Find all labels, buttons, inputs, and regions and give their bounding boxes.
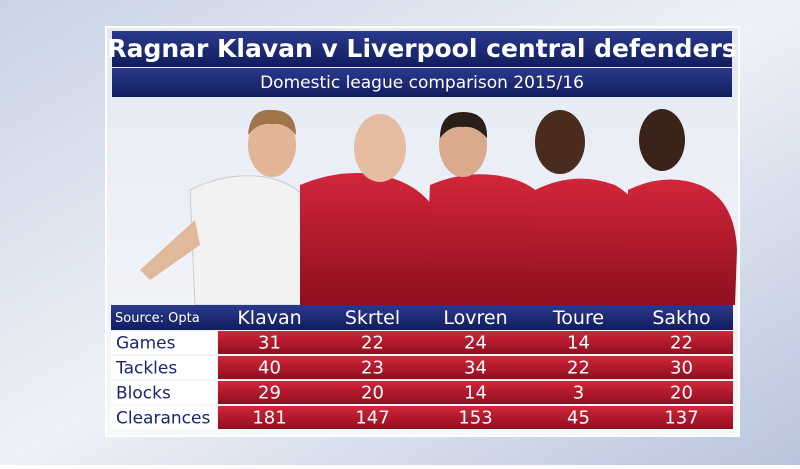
title: Ragnar Klavan v Liverpool central defend… (107, 34, 736, 63)
player-photo (140, 109, 331, 306)
stats-table: Source: Opta Klavan Skrtel Lovren Toure Sakho… (111, 305, 733, 429)
column-header: Klavan (237, 307, 301, 329)
cell-value: 22 (567, 358, 590, 379)
cell-value: 20 (361, 383, 384, 404)
column-header: Lovren (443, 307, 507, 329)
row-value-band (218, 356, 733, 379)
row-label: Tackles (115, 359, 177, 379)
player-photo (300, 114, 445, 305)
player-photo (625, 109, 737, 305)
cell-value: 181 (252, 408, 286, 429)
row-label-cell (111, 381, 217, 404)
cell-value: 3 (573, 383, 584, 404)
player-photos (140, 109, 737, 306)
row-value-band (218, 331, 733, 354)
cell-value: 14 (567, 333, 590, 354)
cell-value: 40 (258, 358, 281, 379)
row-label: Games (116, 334, 176, 354)
subtitle-bar (112, 68, 732, 97)
cell-value: 29 (258, 383, 281, 404)
player-photo (530, 110, 655, 305)
subtitle: Domestic league comparison 2015/16 (260, 73, 584, 93)
cell-value: 24 (464, 333, 487, 354)
cell-value: 137 (664, 408, 698, 429)
cell-value: 22 (361, 333, 384, 354)
row-label-cell (111, 356, 217, 379)
header-row (111, 305, 733, 330)
column-header: Toure (552, 307, 604, 329)
cell-value: 23 (361, 358, 384, 379)
cell-value: 22 (670, 333, 693, 354)
cell-value: 153 (458, 408, 492, 429)
source: Source: Opta (115, 311, 200, 326)
row-label: Blocks (116, 384, 171, 404)
cell-value: 31 (258, 333, 281, 354)
cell-value: 14 (464, 383, 487, 404)
row-label-cell (111, 331, 217, 354)
column-header: Skrtel (345, 307, 400, 329)
cell-value: 45 (567, 408, 590, 429)
row-label-cell (111, 406, 217, 429)
cell-value: 147 (355, 408, 389, 429)
cell-value: 34 (464, 358, 487, 379)
row-value-band (218, 406, 733, 429)
cell-value: 20 (670, 383, 693, 404)
column-header: Sakho (652, 307, 710, 329)
title-bar (112, 31, 732, 67)
player-photo (425, 112, 560, 305)
row-label: Clearances (116, 409, 210, 429)
cell-value: 30 (670, 358, 693, 379)
row-value-band (218, 381, 733, 404)
